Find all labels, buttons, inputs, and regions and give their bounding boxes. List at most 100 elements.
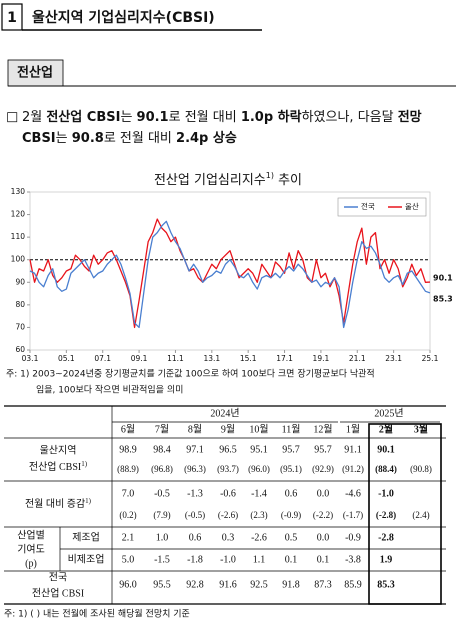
table-cell: 2.1 (122, 532, 135, 543)
x-tick-label: 23.1 (385, 354, 402, 363)
table-cell: 95.7 (314, 444, 332, 455)
table-cell: 87.3 (314, 579, 332, 590)
table-cell: -1.0 (378, 488, 394, 499)
table-cell: (93.7) (217, 464, 239, 474)
y-tick-label: 90 (15, 277, 25, 286)
table-cell: (2.4) (412, 510, 429, 520)
row-label: 전산업 CBSI (32, 586, 84, 599)
legend-box (337, 197, 427, 217)
row-label: 전국 (49, 571, 67, 583)
chart-title-suffix: 추이 (274, 173, 302, 188)
y-tick-label: 130 (11, 187, 26, 196)
table-cell: (-0.9) (281, 510, 301, 520)
text-segment: 로 전월 대비 (169, 110, 241, 125)
month-header: 3월 (414, 423, 428, 435)
header-title: 울산지역 기업심리지수(CBSI) (32, 9, 215, 26)
table-cell: 1.9 (380, 554, 393, 565)
x-tick-label: 25.1 (422, 354, 439, 363)
table-cell: (-2.6) (218, 510, 238, 520)
chart-title: 전산업 기업심리지수1) 추이 (154, 171, 302, 188)
y-tick-label: 70 (15, 322, 25, 331)
table-cell: -0.9 (345, 532, 361, 543)
table-cell: 0.0 (317, 488, 330, 499)
x-tick-label: 03.1 (22, 354, 39, 363)
table-cell: 1.0 (156, 532, 169, 543)
month-header: 8월 (188, 423, 202, 435)
series-line (29, 218, 431, 329)
y-tick-label: 110 (11, 232, 26, 241)
group-label: (p) (25, 558, 37, 569)
table-cell: -1.0 (220, 554, 236, 565)
y-tick-label: 60 (15, 345, 25, 354)
table-cell: (96.0) (248, 464, 270, 474)
table-cell: -2.8 (378, 532, 394, 543)
month-header: 7월 (155, 423, 169, 435)
month-header: 11월 (282, 423, 301, 435)
table-cell: -1.3 (187, 488, 203, 499)
table-cell: 91.6 (219, 579, 237, 590)
table-cell: 95.1 (250, 444, 268, 455)
header-number: 1 (7, 10, 17, 26)
table-cell: (91.2) (342, 464, 364, 474)
table-cell: 85.9 (344, 579, 362, 590)
text-segment: 는 (120, 110, 136, 125)
text-segment: 전산업 CBSI (46, 109, 120, 125)
table-cell: 0.3 (222, 532, 235, 543)
row-label-text: 전산업 CBSI (29, 460, 81, 473)
table-cell: -1.5 (154, 554, 170, 565)
month-header: 10월 (249, 423, 268, 435)
table-cell: (96.3) (184, 464, 206, 474)
highlight-box (368, 423, 442, 605)
x-tick-label: 13.1 (203, 354, 220, 363)
month-header: 9월 (221, 423, 235, 435)
table-cell: 92.5 (250, 579, 268, 590)
section-title: 전산업 (17, 65, 53, 81)
legend-label: 울산 (405, 201, 419, 211)
table-cell: -1.8 (187, 554, 203, 565)
row-label: 제조업 (72, 530, 100, 543)
x-tick-label: 17.1 (276, 354, 293, 363)
text-segment: 90.8 (72, 131, 104, 146)
text-segment: 90.1 (137, 110, 169, 125)
number-box (1, 3, 23, 31)
table-cell: 0.5 (285, 532, 298, 543)
table-cell: 0.6 (189, 532, 202, 543)
row-label: 울산지역 (40, 444, 77, 456)
month-header: 1월 (346, 423, 360, 435)
series-line (29, 220, 431, 329)
table-cell: -0.5 (154, 488, 170, 499)
table-cell: 95.7 (282, 444, 300, 455)
y-tick-label: 80 (15, 300, 25, 309)
table-cell: (95.1) (280, 464, 302, 474)
text-segment: 전망 (398, 109, 422, 125)
table-cell: 98.9 (119, 444, 137, 455)
y-tick-label: 120 (11, 210, 26, 219)
table-cell: (-1.7) (343, 510, 363, 520)
table-cell: (-2.8) (376, 510, 396, 520)
x-tick-label: 15.1 (240, 354, 257, 363)
table-cell: 5.0 (122, 554, 135, 565)
x-tick-label: 05.1 (58, 354, 75, 363)
month-header: 2월 (379, 423, 393, 435)
chart-title-ref: 1) (266, 171, 274, 180)
row-label-text: 전월 대비 증감 (25, 498, 85, 510)
table-cell: 96.5 (219, 444, 237, 455)
row-label: 전월 대비 증감1) (25, 497, 92, 511)
x-tick-label: 09.1 (131, 354, 148, 363)
end-value-label: 90.1 (433, 274, 453, 283)
text-segment: 하였으나, 다음달 (302, 110, 398, 125)
table-cell: (90.8) (410, 464, 432, 474)
table-cell: -0.6 (220, 488, 236, 499)
table-cell: (0.2) (119, 510, 136, 520)
group-label: 산업별 (17, 528, 45, 541)
table-cell: 90.1 (377, 444, 395, 455)
row-label-ref: 1) (81, 460, 88, 468)
table-cell: 85.3 (377, 579, 395, 590)
year-header: 2025년 (374, 407, 403, 419)
text-segment: 2월 (22, 110, 46, 125)
legend-label: 전국 (361, 201, 375, 211)
table-cell: (-2.2) (313, 510, 333, 520)
y-tick-label: 100 (11, 255, 26, 264)
text-segment: 2.4p 상승 (176, 131, 237, 146)
